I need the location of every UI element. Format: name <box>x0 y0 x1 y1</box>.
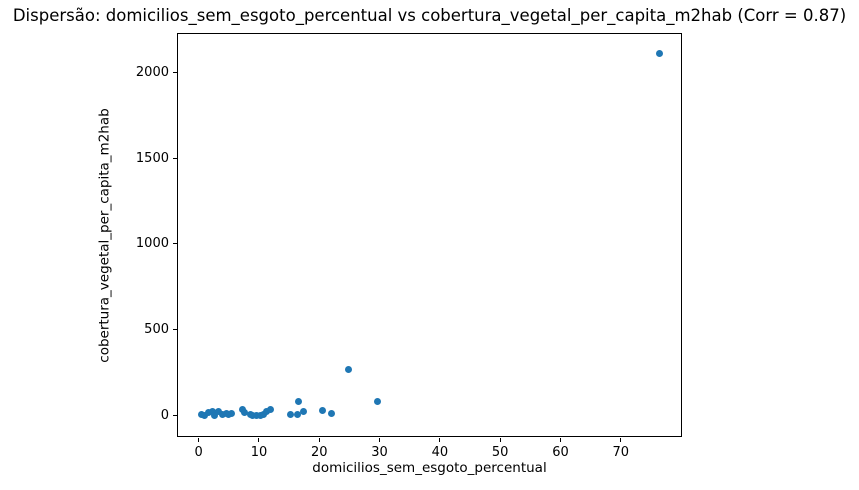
chart-title: Dispersão: domicilios_sem_esgoto_percent… <box>12 6 847 25</box>
y-tick-mark <box>173 243 177 245</box>
scatter-point <box>259 410 267 418</box>
scatter-point <box>295 397 303 405</box>
scatter-point <box>204 409 212 417</box>
scatter-point <box>266 405 274 413</box>
scatter-point <box>227 410 235 418</box>
x-tick-mark <box>198 438 200 442</box>
x-tick-label: 50 <box>491 445 509 460</box>
y-tick-label: 1500 <box>135 150 169 166</box>
x-tick-mark <box>559 438 561 442</box>
x-tick-mark <box>620 438 622 442</box>
x-axis-label: domicilios_sem_esgoto_percentual <box>312 460 547 476</box>
scatter-point <box>294 410 302 418</box>
scatter-point <box>241 409 248 417</box>
x-tick-label: 0 <box>194 445 203 460</box>
scatter-point <box>210 411 218 419</box>
x-tick-mark <box>499 438 501 442</box>
x-tick-label: 60 <box>552 445 569 460</box>
scatter-point <box>200 412 208 420</box>
y-tick-mark <box>173 157 177 159</box>
y-tick-label: 500 <box>144 322 169 338</box>
x-tick-mark <box>379 438 381 442</box>
x-tick-mark <box>318 438 320 442</box>
scatter-point <box>253 412 261 420</box>
scatter-point <box>300 407 308 415</box>
scatter-point <box>374 397 382 405</box>
y-tick-label: 2000 <box>135 64 169 80</box>
x-tick-label: 70 <box>612 445 630 460</box>
y-axis-label: cobertura_vegetal_per_capita_m2hab <box>96 108 113 363</box>
y-tick-mark <box>173 71 177 73</box>
x-tick-label: 10 <box>250 445 268 460</box>
scatter-point <box>318 406 326 414</box>
scatter-point <box>287 411 295 419</box>
scatter-point <box>249 412 257 420</box>
scatter-point <box>218 411 226 419</box>
scatter-point <box>215 408 223 415</box>
x-tick-label: 20 <box>310 445 328 460</box>
y-tick-label: 1000 <box>135 236 169 252</box>
y-tick-mark <box>173 329 177 331</box>
scatter-point <box>263 407 271 415</box>
x-tick-mark <box>439 438 441 442</box>
scatter-point <box>656 49 664 57</box>
scatter-point <box>327 410 335 418</box>
x-tick-mark <box>258 438 260 442</box>
y-tick-mark <box>173 415 177 417</box>
plot-area: 0 10 20 30 40 50 60 70 0 500 1000 1500 2000 <box>136 33 682 460</box>
x-tick-label: 30 <box>371 445 388 460</box>
x-tick-label: 40 <box>431 445 449 460</box>
y-tick-label: 0 <box>160 408 169 424</box>
scatter-point <box>345 366 353 374</box>
